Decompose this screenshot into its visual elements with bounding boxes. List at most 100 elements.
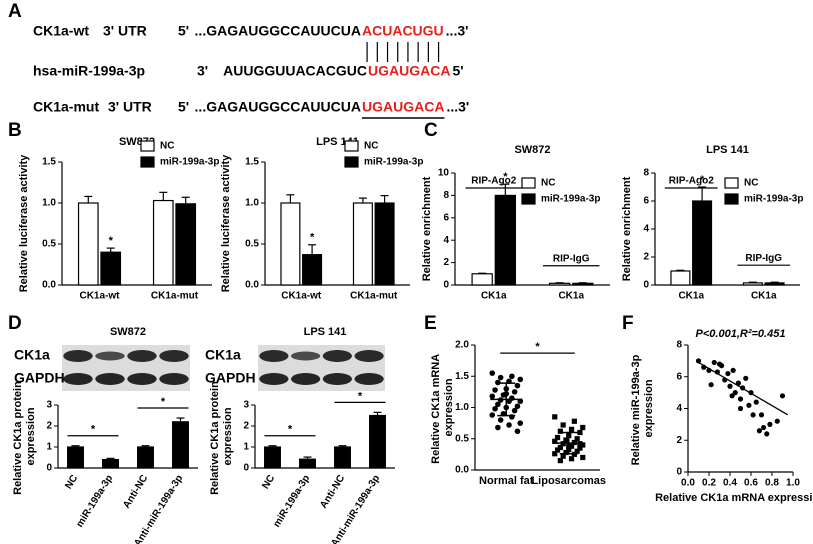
blot-band bbox=[63, 373, 93, 385]
data-point bbox=[509, 373, 515, 380]
x-tick-label: CK1a bbox=[481, 291, 507, 302]
data-point bbox=[563, 437, 569, 443]
bar bbox=[548, 282, 571, 286]
blot-band bbox=[127, 350, 157, 362]
bar bbox=[299, 458, 316, 469]
y-tick-label: 4 bbox=[676, 403, 682, 414]
sequence: ...GAGAUGGCCAUUCUA bbox=[195, 23, 361, 39]
data-point bbox=[580, 424, 586, 431]
bar bbox=[264, 446, 281, 469]
data-point bbox=[552, 451, 558, 457]
y-axis-label: Relative miR-199a-3p expression bbox=[630, 352, 655, 466]
significance-label: * bbox=[310, 232, 315, 244]
x-tick-label: 1.0 bbox=[786, 478, 800, 489]
blot-band bbox=[259, 350, 289, 362]
y-tick-label: 0.5 bbox=[42, 239, 56, 250]
sequence-end: ...3' bbox=[446, 23, 469, 39]
data-point bbox=[560, 453, 566, 459]
legend-label: NC bbox=[744, 178, 758, 189]
blot-band bbox=[291, 351, 321, 361]
bar bbox=[374, 202, 395, 286]
x-tick-label: Liposarcomas bbox=[531, 475, 606, 487]
panel-label: F bbox=[622, 313, 634, 334]
blot-band bbox=[259, 373, 289, 385]
chart-title: P<0.001,R²=0.451 bbox=[696, 328, 786, 340]
data-point bbox=[574, 436, 580, 442]
y-tick-label: 0 bbox=[243, 463, 249, 474]
x-tick-label: 0.8 bbox=[765, 478, 779, 489]
legend-label: NC bbox=[541, 178, 555, 189]
blot-label: GAPDH bbox=[14, 370, 65, 386]
bar bbox=[77, 202, 99, 286]
bar bbox=[137, 446, 154, 469]
y-tick-label: 1.5 bbox=[42, 157, 56, 168]
bar bbox=[302, 254, 323, 286]
blot-band bbox=[291, 373, 321, 385]
group-label: RIP-Ago2 bbox=[471, 176, 516, 187]
chart-title: LPS 141 bbox=[304, 326, 347, 338]
x-tick-label: CK1a-mut bbox=[350, 291, 398, 302]
chart-title: SW872 bbox=[110, 326, 146, 338]
legend-swatch bbox=[724, 193, 739, 205]
bar bbox=[572, 282, 594, 286]
legend-label: NC bbox=[160, 141, 174, 152]
blot-band bbox=[354, 373, 384, 385]
data-point bbox=[708, 382, 714, 388]
data-point bbox=[563, 449, 569, 456]
bar bbox=[102, 459, 119, 469]
x-tick-label: 0.0 bbox=[681, 478, 695, 489]
panel-label: E bbox=[424, 313, 437, 334]
data-point bbox=[746, 402, 752, 408]
data-point bbox=[517, 420, 524, 426]
blot-band bbox=[127, 373, 157, 385]
y-tick-label: 8 bbox=[676, 340, 682, 351]
significance-label: * bbox=[535, 341, 540, 353]
data-point bbox=[743, 375, 749, 381]
y-tick-label: 2 bbox=[676, 435, 682, 446]
legend-swatch bbox=[521, 177, 536, 189]
y-axis-label: Relative CK1a mRNA expression bbox=[430, 351, 455, 464]
data-point bbox=[514, 382, 521, 389]
blot-band bbox=[159, 373, 189, 385]
y-tick-label: 8 bbox=[643, 168, 649, 179]
blot-band bbox=[95, 373, 125, 385]
x-tick-label: 0.6 bbox=[744, 478, 758, 489]
legend-swatch bbox=[140, 140, 155, 152]
legend-label: miR-199a-3p bbox=[744, 194, 803, 205]
chart-title: SW872 bbox=[514, 144, 550, 156]
data-point bbox=[557, 444, 563, 451]
bar bbox=[280, 202, 301, 286]
data-point bbox=[577, 429, 583, 436]
bar bbox=[334, 446, 351, 469]
data-point bbox=[497, 417, 504, 423]
blot-label: CK1a bbox=[14, 347, 50, 363]
y-tick-label: 2.0 bbox=[455, 340, 469, 351]
y-axis-label: Relative CK1a protein expression bbox=[12, 378, 37, 495]
data-point bbox=[571, 418, 577, 424]
y-tick-label: 4 bbox=[443, 235, 449, 246]
data-point bbox=[497, 374, 504, 381]
x-tick-label: CK1a bbox=[751, 291, 777, 302]
data-point bbox=[774, 418, 780, 424]
panel-label: C bbox=[424, 120, 438, 141]
data-point bbox=[552, 414, 558, 420]
data-point bbox=[732, 390, 738, 396]
data-point bbox=[737, 396, 744, 402]
y-tick-label: 1.0 bbox=[42, 198, 56, 209]
bar bbox=[352, 202, 373, 286]
y-tick-label: 8 bbox=[443, 190, 449, 201]
significance-label: * bbox=[503, 171, 508, 183]
data-point bbox=[695, 358, 702, 364]
y-tick-label: 1.0 bbox=[455, 402, 469, 413]
legend-swatch bbox=[344, 140, 359, 152]
y-axis-label: Relative CK1a protein expression bbox=[209, 378, 234, 495]
binding-site: ACUACUGU bbox=[362, 23, 444, 39]
x-tick-label: 0.4 bbox=[723, 478, 737, 489]
y-tick-label: 1.0 bbox=[245, 198, 259, 209]
significance-label: * bbox=[358, 390, 363, 402]
blot-band bbox=[322, 373, 352, 385]
y-axis-label: Relative enrichment bbox=[621, 176, 633, 281]
significance-label: * bbox=[700, 174, 705, 186]
x-tick-label: Anti-NC bbox=[121, 473, 150, 510]
y-tick-label: 3 bbox=[243, 400, 249, 411]
